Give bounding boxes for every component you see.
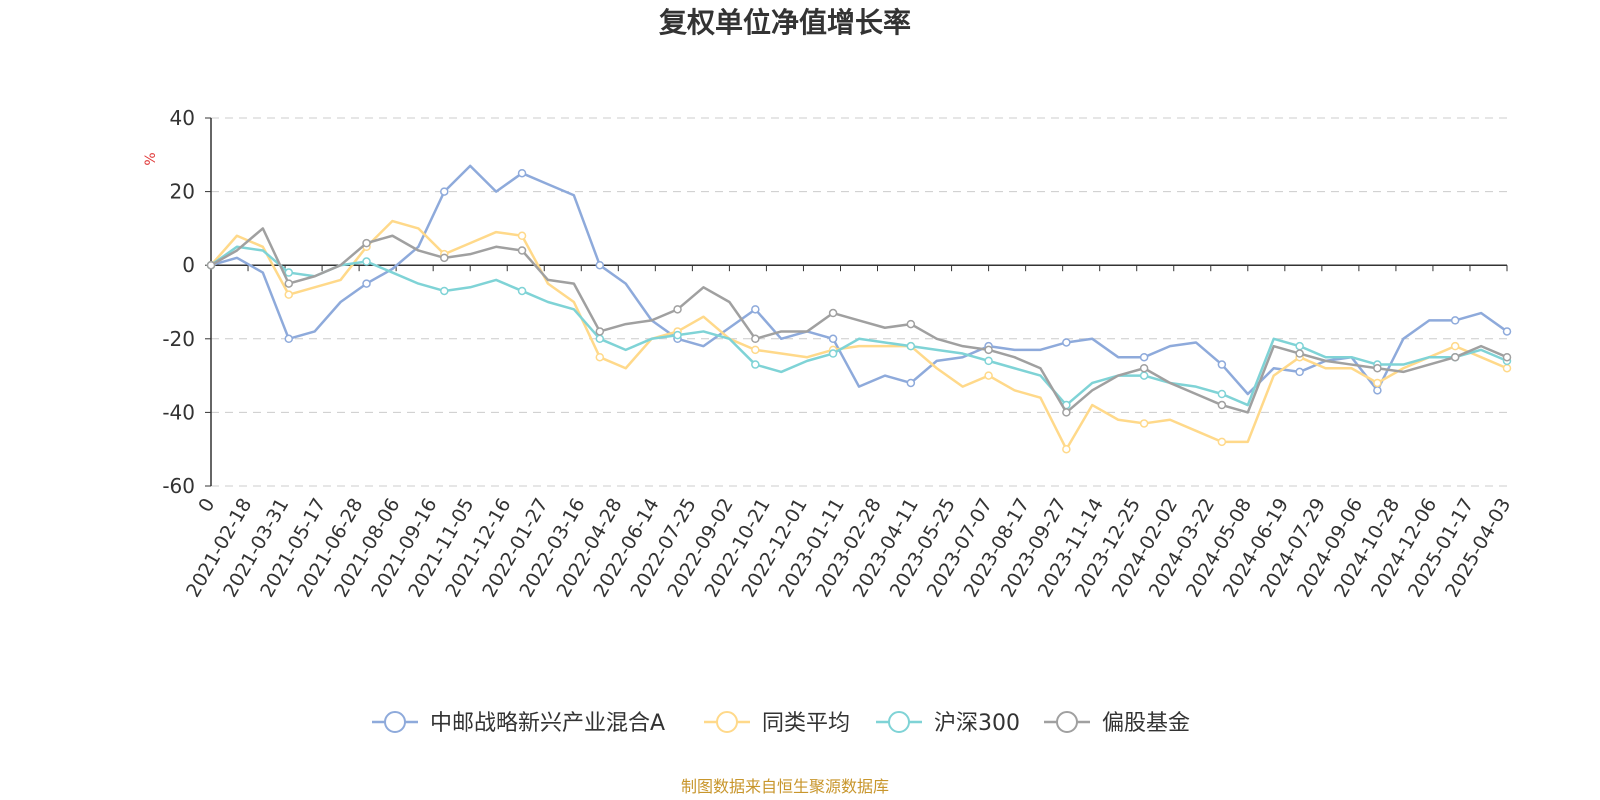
data-point: [1139, 419, 1149, 428]
data-point: [906, 378, 916, 388]
data-point: [984, 345, 993, 355]
data-point: [595, 260, 605, 270]
data-point: [1062, 408, 1071, 417]
data-point: [1295, 367, 1304, 377]
x-axis: 02021-02-182021-03-312021-05-172021-06-2…: [182, 265, 1515, 601]
data-point: [284, 290, 294, 299]
data-point: [362, 238, 371, 248]
data-point: [673, 330, 682, 340]
data-point: [1217, 400, 1227, 410]
data-point: [284, 268, 294, 277]
data-point: [595, 327, 605, 336]
series-0: [206, 164, 1512, 396]
data-point: [984, 356, 993, 366]
series-line: [210, 245, 1508, 407]
data-point: [1450, 341, 1460, 351]
legend-marker-icon: [1056, 711, 1078, 733]
data-point: [751, 305, 760, 314]
data-point: [906, 341, 916, 351]
y-tick-label: -40: [162, 400, 195, 424]
data-point: [284, 334, 294, 344]
legend-item[interactable]: 同类平均: [704, 711, 850, 736]
data-point: [1139, 363, 1149, 373]
series-line: [210, 227, 1508, 414]
data-point: [828, 334, 838, 344]
data-point: [673, 305, 682, 314]
legend-label: 偏股基金: [1102, 711, 1190, 736]
data-point: [1373, 386, 1382, 395]
y-axis-unit: %: [143, 152, 159, 165]
axes: [210, 118, 1507, 486]
grid: [211, 117, 1507, 487]
legend-label: 同类平均: [762, 711, 850, 736]
legend: 中邮战略新兴产业混合A 同类平均 沪深300 偏股基金: [372, 711, 1190, 736]
data-point: [1062, 444, 1071, 454]
data-point: [595, 334, 605, 344]
data-point: [751, 345, 760, 355]
series-line: [210, 164, 1508, 396]
data-point: [440, 286, 449, 296]
data-point: [828, 308, 838, 318]
series-1: [206, 219, 1512, 454]
y-tick-label: -60: [162, 474, 195, 498]
data-point: [1502, 327, 1512, 336]
data-point: [1139, 371, 1149, 380]
data-point: [1139, 352, 1149, 362]
legend-label: 中邮战略新兴产业混合A: [430, 711, 665, 736]
y-tick-label: -20: [162, 327, 195, 351]
data-point: [1217, 437, 1227, 447]
series-3: [206, 227, 1512, 417]
legend-label: 沪深300: [934, 711, 1020, 736]
data-point: [751, 360, 760, 369]
data-point: [440, 187, 449, 196]
data-point: [828, 349, 838, 358]
data-point: [1217, 360, 1227, 369]
data-point: [1217, 389, 1227, 399]
data-point: [517, 246, 527, 255]
series-group: [206, 164, 1512, 454]
data-point: [1502, 352, 1512, 362]
data-point: [1295, 341, 1304, 351]
data-point: [906, 319, 916, 329]
chart-title: 复权单位净值增长率: [659, 6, 911, 39]
series-line: [210, 219, 1508, 451]
y-tick-label: 20: [170, 180, 195, 204]
legend-item[interactable]: 偏股基金: [1044, 711, 1190, 736]
legend-marker-icon: [716, 711, 738, 733]
legend-item[interactable]: 沪深300: [876, 711, 1020, 736]
data-point: [206, 260, 216, 270]
data-point: [517, 168, 527, 178]
data-point: [1502, 363, 1512, 373]
data-point: [1450, 352, 1460, 362]
data-point: [595, 352, 605, 362]
data-point: [362, 257, 371, 266]
source-note: 制图数据来自恒生聚源数据库: [681, 777, 889, 796]
data-point: [1373, 378, 1382, 388]
data-point: [1373, 363, 1382, 373]
y-tick-label: 0: [182, 253, 195, 277]
y-tick-label: 40: [170, 106, 195, 130]
series-2: [206, 245, 1512, 410]
data-point: [517, 286, 527, 296]
data-point: [440, 253, 449, 263]
data-point: [1062, 338, 1071, 347]
legend-item[interactable]: 中邮战略新兴产业混合A: [372, 711, 665, 736]
legend-marker-icon: [384, 711, 406, 733]
x-tick-label: 0: [194, 495, 219, 516]
data-point: [284, 279, 294, 288]
data-point: [1450, 316, 1460, 325]
data-point: [517, 231, 527, 241]
data-point: [984, 371, 993, 380]
data-point: [362, 279, 371, 288]
data-point: [1295, 349, 1304, 358]
y-axis: 40 20 0 -20 -40 -60: [162, 106, 211, 498]
data-point: [751, 334, 760, 344]
legend-marker-icon: [888, 711, 910, 733]
